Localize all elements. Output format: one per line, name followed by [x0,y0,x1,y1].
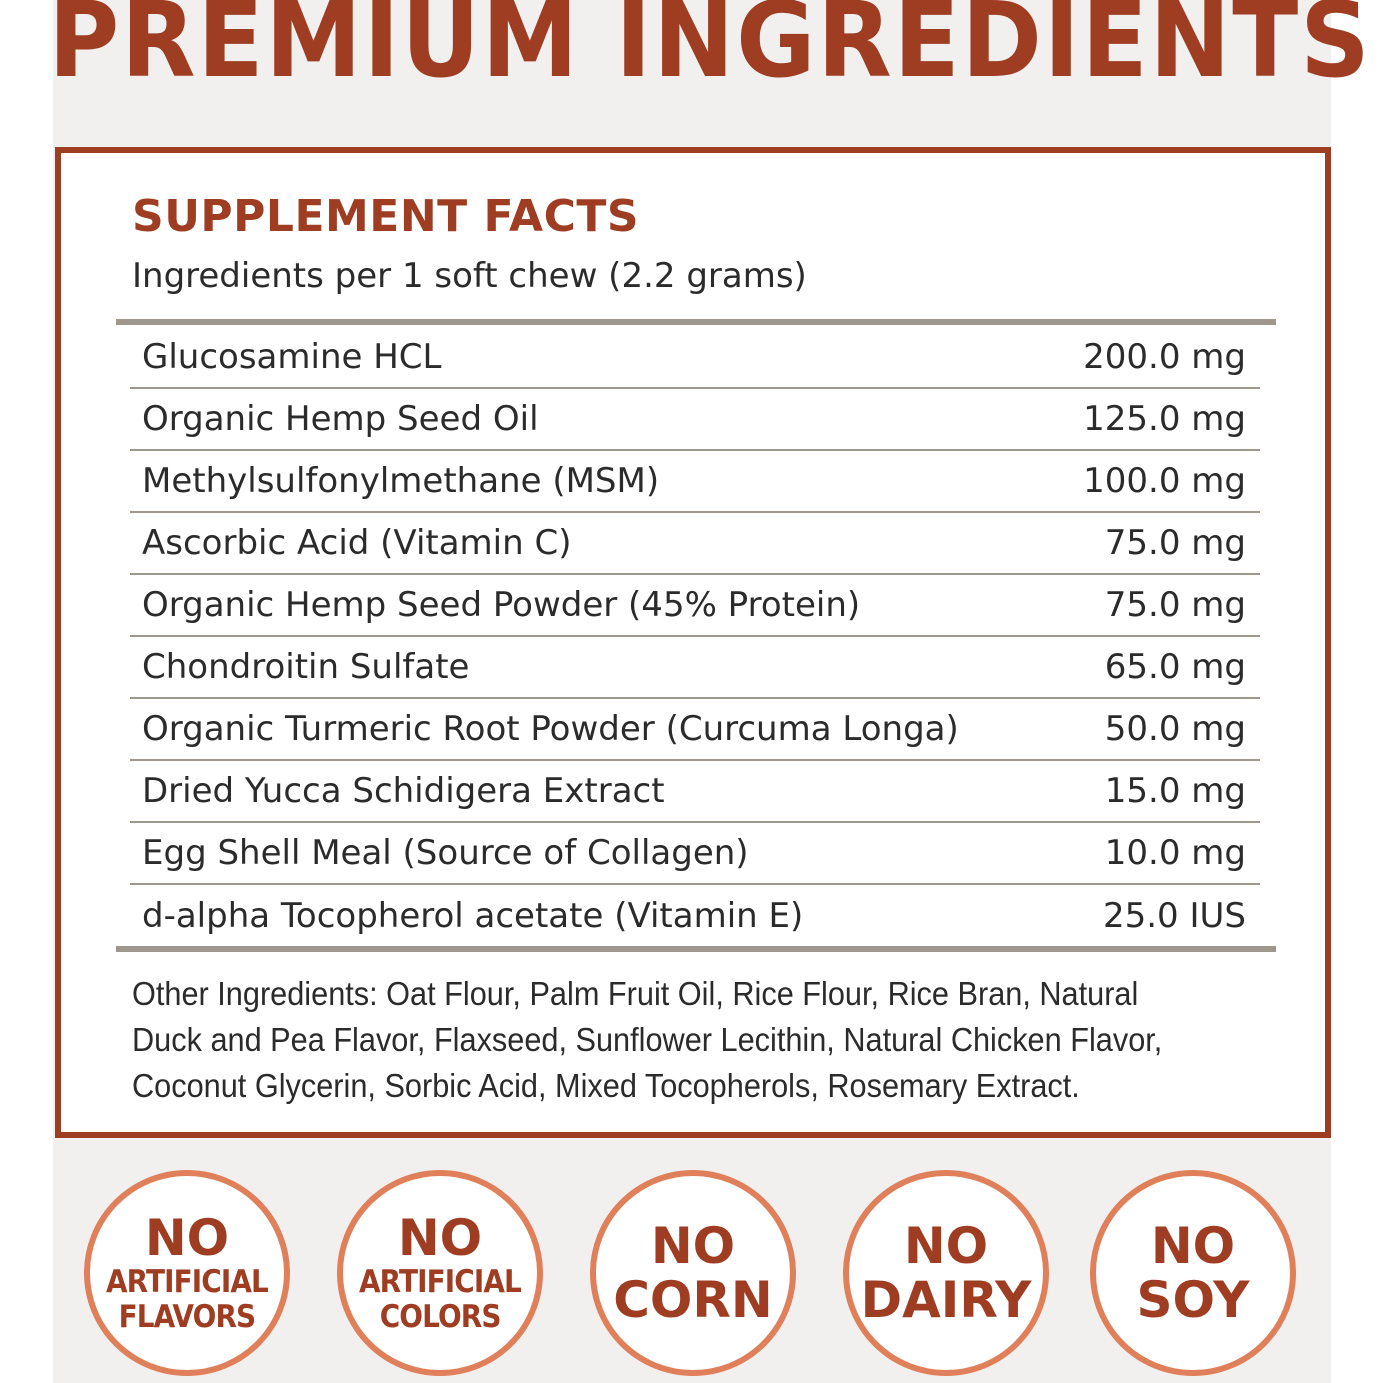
ingredient-amount: 15.0 mg [1104,771,1246,811]
ingredient-amount: 75.0 mg [1104,523,1246,563]
no-corn-badge: NO CORN [590,1170,796,1376]
ingredient-name: Methylsulfonylmethane (MSM) [142,461,660,501]
badge-no: NO [397,1209,483,1267]
table-row: Dried Yucca Schidigera Extract 15.0 mg [130,761,1260,823]
ingredient-amount: 65.0 mg [1104,647,1246,687]
badge-no: NO [650,1217,736,1275]
ingredient-name: d-alpha Tocopherol acetate (Vitamin E) [142,896,804,936]
ingredient-amount: 25.0 IUS [1102,896,1246,936]
badge-line: ARTIFICIAL [106,1264,269,1300]
ingredient-amount: 50.0 mg [1104,709,1246,749]
no-dairy-badge: NO DAIRY [843,1170,1049,1376]
table-row: Ascorbic Acid (Vitamin C) 75.0 mg [130,513,1260,575]
facts-title: SUPPLEMENT FACTS [132,191,640,242]
badge-line: ARTIFICIAL [359,1264,522,1300]
table-row: Methylsulfonylmethane (MSM) 100.0 mg [130,451,1260,513]
no-artificial-colors-badge: NO ARTIFICIAL COLORS [337,1170,543,1376]
other-ingredients: Other Ingredients: Oat Flour, Palm Fruit… [132,975,1163,1104]
badge-no: NO [1150,1217,1236,1275]
ingredient-amount: 200.0 mg [1083,337,1246,377]
supplement-facts-box: SUPPLEMENT FACTS Ingredients per 1 soft … [55,147,1331,1138]
table-row: Organic Hemp Seed Powder (45% Protein) 7… [130,575,1260,637]
ingredient-amount: 75.0 mg [1104,585,1246,625]
ingredient-name: Organic Turmeric Root Powder (Curcuma Lo… [142,709,959,749]
badge-no: NO [144,1209,230,1267]
no-soy-badge: NO SOY [1090,1170,1296,1376]
ingredient-amount: 10.0 mg [1104,833,1246,873]
table-row: Organic Turmeric Root Powder (Curcuma Lo… [130,699,1260,761]
ingredient-amount: 100.0 mg [1083,461,1246,501]
badge-line: DAIRY [860,1271,1032,1329]
facts-serving-size: Ingredients per 1 soft chew (2.2 grams) [132,256,807,296]
table-row: Glucosamine HCL 200.0 mg [130,327,1260,389]
badge-line: CORN [613,1271,773,1329]
ingredients-table: Glucosamine HCL 200.0 mg Organic Hemp Se… [130,327,1260,947]
no-artificial-flavors-badge: NO ARTIFICIAL FLAVORS [84,1170,290,1376]
bottom-divider [116,946,1276,952]
ingredient-name: Glucosamine HCL [142,337,442,377]
table-row: Egg Shell Meal (Source of Collagen) 10.0… [130,823,1260,885]
ingredient-name: Chondroitin Sulfate [142,647,470,687]
badge-no: NO [903,1217,989,1275]
badge-line: FLAVORS [118,1299,257,1335]
table-row: d-alpha Tocopherol acetate (Vitamin E) 2… [130,885,1260,947]
badge-line: COLORS [379,1299,502,1335]
table-row: Organic Hemp Seed Oil 125.0 mg [130,389,1260,451]
top-divider [116,319,1276,325]
ingredient-name: Organic Hemp Seed Powder (45% Protein) [142,585,861,625]
ingredient-name: Organic Hemp Seed Oil [142,399,539,439]
headline: PREMIUM INGREDIENTS [48,0,1372,101]
badge-line: SOY [1136,1271,1250,1329]
ingredient-name: Dried Yucca Schidigera Extract [142,771,665,811]
ingredient-name: Ascorbic Acid (Vitamin C) [142,523,572,563]
table-row: Chondroitin Sulfate 65.0 mg [130,637,1260,699]
ingredient-amount: 125.0 mg [1083,399,1246,439]
badge-row: NO ARTIFICIAL FLAVORS NO ARTIFICIAL COLO… [0,1165,1383,1383]
ingredient-name: Egg Shell Meal (Source of Collagen) [142,833,749,873]
